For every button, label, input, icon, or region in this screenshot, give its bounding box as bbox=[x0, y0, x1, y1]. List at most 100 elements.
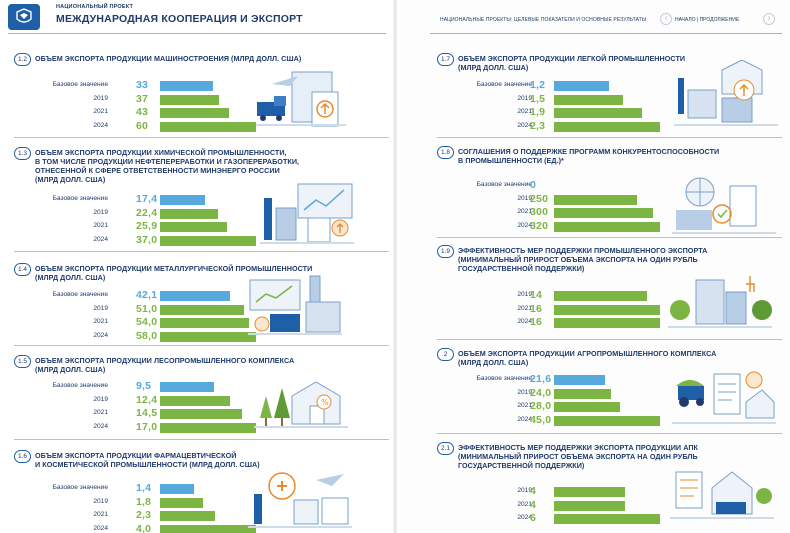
indicator-row-value: 25,9 bbox=[136, 220, 158, 232]
indicator-row-label: 2024 bbox=[517, 514, 532, 521]
nav-breadcrumb[interactable]: НАЧАЛО | ПРОДОЛЖЕНИЕ bbox=[675, 17, 740, 23]
project-label: НАЦИОНАЛЬНЫЙ ПРОЕКТ bbox=[56, 4, 134, 10]
indicator-row-label: 2021 bbox=[93, 108, 108, 115]
indicator-row-label: 2019 bbox=[517, 291, 532, 298]
section-title-line: ОБЪЕМ ЭКСПОРТА ПРОДУКЦИИ МЕТАЛЛУРГИЧЕСКО… bbox=[35, 264, 313, 273]
target-value-bar bbox=[554, 94, 624, 105]
section-divider bbox=[14, 251, 389, 252]
indicator-row-value: 1,9 bbox=[530, 106, 546, 118]
indicator-row-label: 2024 bbox=[517, 221, 532, 229]
section-title-line: ГОСУДАРСТВЕННОЙ ПОДДЕРЖКИ) bbox=[458, 461, 585, 470]
section-title: ОБЪЕМ ЭКСПОРТА ПРОДУКЦИИ ХИМИЧЕСКОЙ ПРОМ… bbox=[35, 148, 375, 184]
indicator-row-value: 14,5 bbox=[136, 407, 158, 419]
section-title-line: ОТНЕСЕННОЙ К СФЕРЕ ОТВЕТСТВЕННОСТИ МИНЭН… bbox=[35, 166, 280, 175]
section-title: ОБЪЕМ ЭКСПОРТА ПРОДУКЦИИ ФАРМАЦЕВТИЧЕСКО… bbox=[35, 451, 375, 469]
indicator-row-value: 60 bbox=[136, 119, 149, 132]
section-number-badge: 2 bbox=[437, 348, 454, 361]
section-title-line: (МЛРД ДОЛЛ. США) bbox=[35, 365, 106, 374]
section-number-badge: 1.7 bbox=[437, 53, 454, 66]
section-number-badge: 1.6 bbox=[14, 450, 31, 463]
section-number-badge: 1.5 bbox=[14, 355, 31, 368]
target-value-bar bbox=[554, 194, 637, 205]
indicator-row-value: 33 bbox=[136, 79, 149, 91]
indicator-row-value: 28,0 bbox=[530, 400, 552, 412]
section-title-line: И КОСМЕТИЧЕСКОЙ ПРОМЫШЛЕННОСТИ (МЛРД ДОЛ… bbox=[35, 460, 260, 469]
section-divider bbox=[437, 339, 782, 340]
target-value-bar bbox=[554, 500, 625, 511]
indicator-row-label: 2021 bbox=[517, 208, 532, 215]
indicator-row-label: 2019 bbox=[517, 94, 532, 102]
target-value-bar bbox=[554, 221, 660, 232]
indicator-row-value: 24,0 bbox=[530, 386, 552, 399]
indicator-row-value: 16 bbox=[530, 302, 543, 315]
section-title-line: ОБЪЕМ ЭКСПОРТА ПРОДУКЦИИ ФАРМАЦЕВТИЧЕСКО… bbox=[35, 451, 237, 460]
indicator-row-value: 1,8 bbox=[136, 495, 152, 508]
section-title: СОГЛАШЕНИЯ О ПОДДЕРЖКЕ ПРОГРАММ КОНКУРЕН… bbox=[458, 147, 790, 165]
section-title-line: (МИНИМАЛЬНЫЙ ПРИРОСТ ОБЪЕМА ЭКСПОРТА НА … bbox=[458, 255, 698, 264]
section-number-badge: 1.4 bbox=[14, 263, 31, 276]
agro-illustration-icon bbox=[670, 362, 780, 428]
indicator-row-label: 2021 bbox=[517, 500, 532, 508]
indicator-row-value: 1,5 bbox=[530, 92, 546, 105]
indicator-row-value: 0 bbox=[530, 179, 537, 191]
chemistry-illustration-icon bbox=[258, 180, 358, 248]
machinery-illustration-icon bbox=[252, 62, 352, 134]
indicator-row-label: 2019 bbox=[517, 388, 532, 396]
target-value-bar bbox=[160, 318, 250, 328]
agro-support-illustration-icon bbox=[668, 462, 778, 524]
indicator-row-label: Базовое значение bbox=[52, 382, 108, 389]
indicator-row-value: 1,4 bbox=[136, 482, 152, 494]
section-title-line: ОБЪЕМ ЭКСПОРТА ПРОДУКЦИИ ХИМИЧЕСКОЙ ПРОМ… bbox=[35, 148, 287, 157]
target-value-bar bbox=[554, 121, 660, 132]
indicator-row-value: 2,3 bbox=[136, 509, 152, 521]
target-value-bar bbox=[160, 409, 242, 419]
section-title: ОБЪЕМ ЭКСПОРТА ПРОДУКЦИИ ЛЕСОПРОМЫШЛЕННО… bbox=[35, 356, 375, 374]
section-title-line: ОБЪЕМ ЭКСПОРТА ПРОДУКЦИИ МАШИНОСТРОЕНИЯ … bbox=[35, 54, 302, 63]
indicator-row-label: 2024 bbox=[93, 331, 108, 339]
target-value-bar bbox=[160, 108, 229, 118]
right-header-caption: НАЦИОНАЛЬНЫЕ ПРОЕКТЫ: ЦЕЛЕВЫЕ ПОКАЗАТЕЛИ… bbox=[440, 17, 647, 23]
right-header-divider bbox=[430, 33, 782, 34]
section-title: ЭФФЕКТИВНОСТЬ МЕР ПОДДЕРЖКИ ПРОМЫШЛЕННОГ… bbox=[458, 246, 790, 273]
indicator-row-label: 2019 bbox=[93, 395, 108, 403]
target-value-bar bbox=[160, 497, 204, 508]
section-divider bbox=[14, 345, 389, 346]
target-value-bar bbox=[160, 524, 256, 533]
nav-next-button[interactable]: › bbox=[763, 13, 775, 25]
indicator-row-value: 21,6 bbox=[530, 373, 552, 385]
indicator-row-label: Базовое значение bbox=[52, 484, 108, 491]
baseline-value-bar bbox=[160, 291, 230, 301]
section-title-line: СОГЛАШЕНИЯ О ПОДДЕРЖКЕ ПРОГРАММ КОНКУРЕН… bbox=[458, 147, 720, 156]
indicator-row-label: Базовое значение bbox=[52, 291, 108, 298]
indicator-row-label: 2019 bbox=[93, 304, 108, 312]
target-value-bar bbox=[160, 422, 256, 433]
indicator-row-value: 9,5 bbox=[136, 380, 152, 392]
target-value-bar bbox=[554, 402, 620, 412]
section-divider bbox=[437, 137, 782, 138]
indicator-row-value: 4,0 bbox=[136, 522, 152, 533]
indicator-row-value: 14 bbox=[530, 289, 543, 301]
indicator-row-value: 42,1 bbox=[136, 289, 158, 301]
nav-prev-button[interactable]: ‹ bbox=[660, 13, 672, 25]
section-title-line: (МИНИМАЛЬНЫЙ ПРИРОСТ ОБЪЕМА ЭКСПОРТА НА … bbox=[458, 452, 698, 461]
light-industry-illustration-icon bbox=[672, 60, 782, 132]
section-title: ОБЪЕМ ЭКСПОРТА ПРОДУКЦИИ АГРОПРОМЫШЛЕННО… bbox=[458, 349, 790, 367]
baseline-value-bar bbox=[554, 81, 610, 91]
page-gutter bbox=[393, 0, 397, 533]
target-value-bar bbox=[160, 121, 256, 132]
section-title-line: (МЛРД ДОЛЛ. США) bbox=[458, 358, 529, 367]
target-value-bar bbox=[554, 208, 654, 218]
indicator-row-value: 58,0 bbox=[136, 329, 158, 342]
section-title-line: (МЛРД ДОЛЛ. США) bbox=[35, 175, 106, 184]
indicator-row-label: Базовое значение bbox=[476, 375, 532, 382]
section-title: ОБЪЕМ ЭКСПОРТА ПРОДУКЦИИ ЛЕГКОЙ ПРОМЫШЛЕ… bbox=[458, 54, 790, 72]
metallurgy-illustration-icon bbox=[246, 272, 346, 338]
indicator-row-label: Базовое значение bbox=[52, 81, 108, 88]
agreements-illustration-icon bbox=[670, 172, 780, 238]
national-project-logo-icon bbox=[8, 4, 40, 30]
indicator-row-label: 2024 bbox=[93, 235, 108, 243]
target-value-bar bbox=[160, 331, 256, 342]
section-title-line: ЭФФЕКТИВНОСТЬ МЕР ПОДДЕРЖКИ ЭКСПОРТА ПРО… bbox=[458, 443, 698, 452]
indicator-row-label: 2024 bbox=[517, 415, 532, 423]
indicator-row-value: 12,4 bbox=[136, 393, 158, 406]
